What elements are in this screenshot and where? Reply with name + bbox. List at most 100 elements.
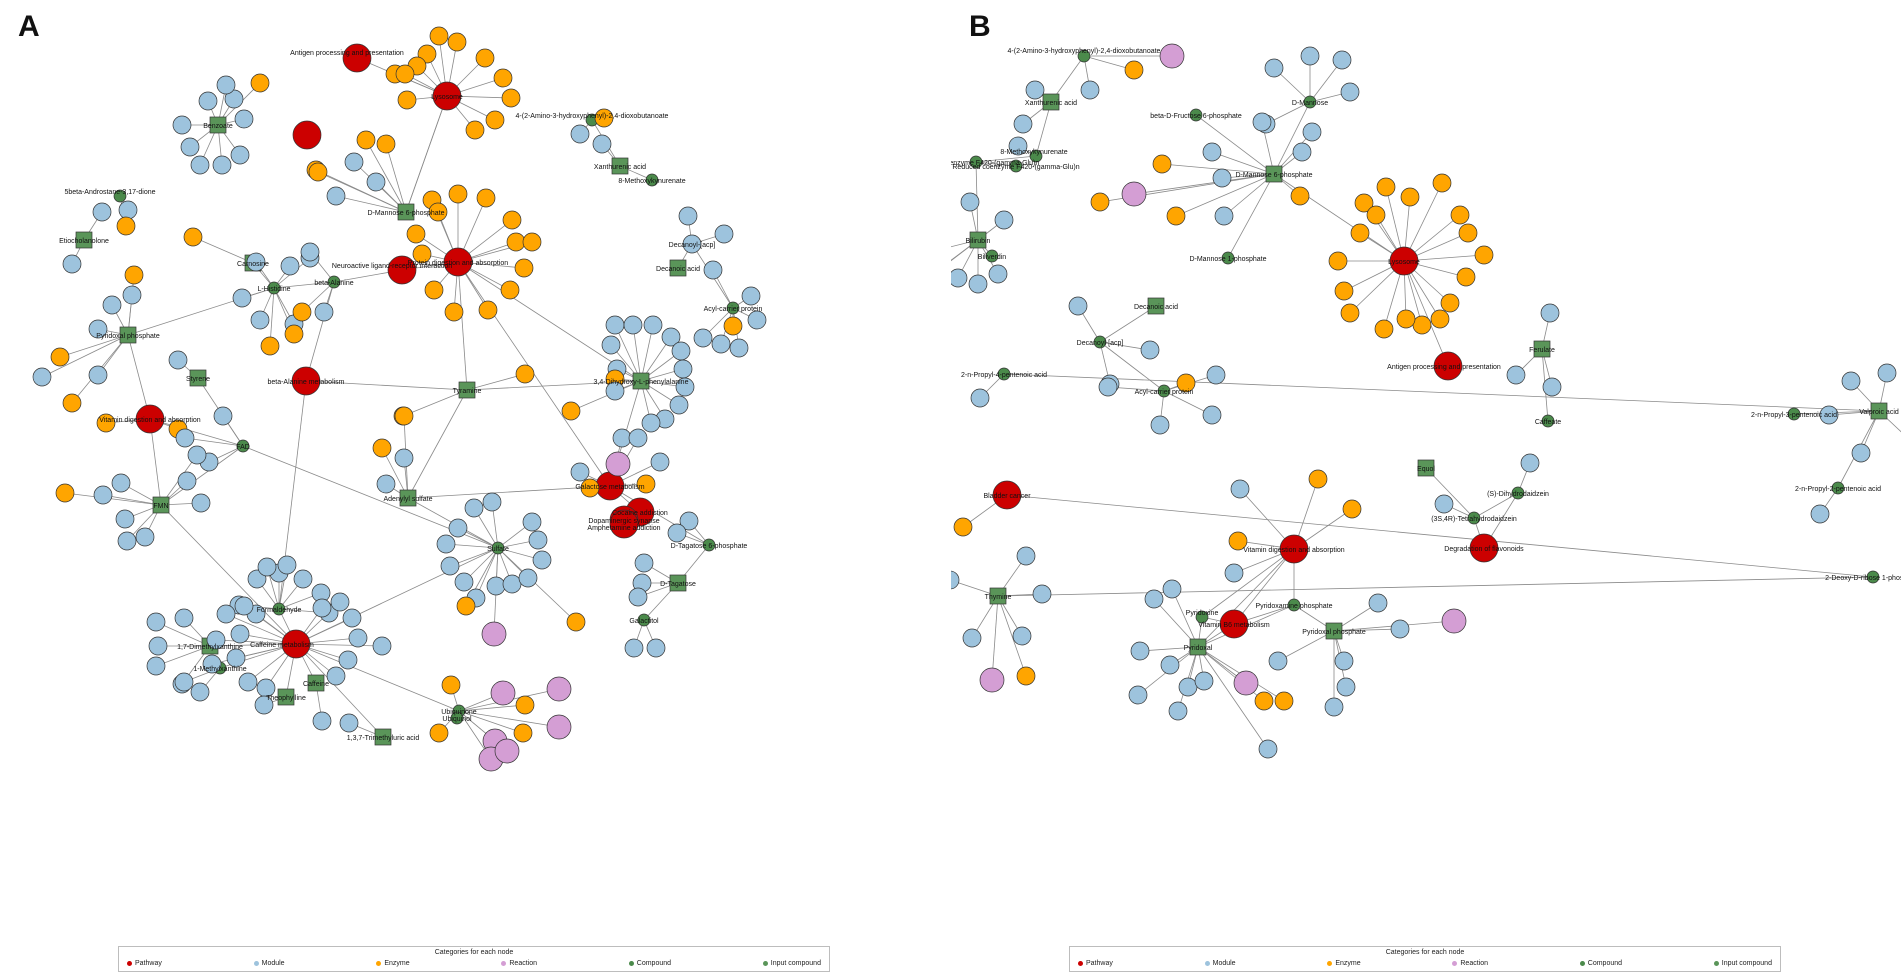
network-edge — [64, 492, 162, 506]
nodes — [951, 43, 1897, 759]
module-node — [1206, 365, 1226, 385]
enzyme-node — [284, 324, 304, 344]
enzyme-node — [506, 232, 526, 252]
module-node — [682, 234, 702, 254]
enzyme-node — [1308, 469, 1328, 489]
node-label: Xanthurenic acid — [1025, 100, 1077, 107]
input-compound-node — [1265, 165, 1283, 183]
module-node — [1434, 494, 1454, 514]
module-node — [202, 654, 222, 674]
network-edge — [1227, 173, 1275, 259]
enzyme-node — [260, 336, 280, 356]
network-edge — [1099, 305, 1157, 343]
node-label: Acyl-carrier protein — [1135, 389, 1194, 396]
enzyme-node — [475, 48, 495, 68]
legend-item-enzyme: Enzyme — [376, 960, 410, 967]
network-edge — [632, 324, 642, 382]
network-edge — [160, 504, 297, 645]
network-edge — [1035, 101, 1052, 157]
module-node — [1368, 593, 1388, 613]
module-node — [216, 604, 236, 624]
node-label: Carnosine — [237, 261, 269, 268]
network-edge — [1233, 548, 1295, 625]
enzyme-node — [502, 210, 522, 230]
node-label: 2-n-Propyl-2-pentenoic acid — [1795, 486, 1881, 493]
legend-swatch — [1452, 961, 1458, 966]
enzyme-node — [1400, 187, 1420, 207]
module-node — [216, 75, 236, 95]
network-edge — [458, 704, 526, 712]
module-node — [634, 553, 654, 573]
input-compound-node — [277, 688, 295, 706]
enzyme-node — [1374, 319, 1394, 339]
compound-node — [1787, 407, 1801, 421]
node-label: Equol — [1417, 466, 1435, 473]
input-compound-node — [119, 326, 137, 344]
enzyme-node — [561, 401, 581, 421]
legend-swatch — [376, 961, 382, 966]
panel-a-legend: Categories for each node Pathway Module … — [118, 946, 830, 972]
node-label: Vitamin digestion and absorption — [99, 417, 201, 424]
module-node — [1230, 479, 1250, 499]
network-edge — [975, 161, 1017, 167]
module-node — [118, 200, 138, 220]
module-node — [570, 462, 590, 482]
compound-node — [450, 711, 464, 725]
module-node — [1128, 685, 1148, 705]
network-edge — [127, 287, 275, 336]
network-edge — [269, 287, 275, 347]
module-node — [1268, 651, 1288, 671]
enzyme-node — [395, 64, 415, 84]
module-node — [348, 628, 368, 648]
node-label: Thymine — [985, 594, 1012, 601]
module-node — [970, 388, 990, 408]
enzyme-node — [1440, 293, 1460, 313]
compound-node — [1511, 486, 1525, 500]
compound-node — [267, 281, 281, 295]
module-node — [342, 608, 362, 628]
module-node — [376, 474, 396, 494]
compound-node — [1287, 598, 1301, 612]
module-node — [628, 428, 648, 448]
module-node — [679, 511, 699, 531]
input-compound-node — [1042, 93, 1060, 111]
enzyme-node — [429, 26, 449, 46]
module-node — [206, 630, 226, 650]
module-node — [1324, 697, 1344, 717]
module-node — [1258, 739, 1278, 759]
module-node — [372, 636, 392, 656]
panel-b-legend: Categories for each node Pathway Module … — [1069, 946, 1781, 972]
network-edge — [458, 710, 524, 734]
compound-node — [1009, 159, 1023, 173]
node-label: Caffeine — [303, 681, 329, 688]
compound-node — [985, 249, 999, 263]
node-label: D-Mannose — [1292, 100, 1328, 107]
enzyme-node — [1342, 499, 1362, 519]
input-compound-node — [1189, 638, 1207, 656]
module-node — [32, 367, 52, 387]
module-node — [1202, 405, 1222, 425]
input-compound-node — [397, 203, 415, 221]
compound-node — [637, 613, 651, 627]
legend-swatch — [1713, 961, 1719, 966]
module-node — [146, 656, 166, 676]
pathway-node — [1433, 351, 1463, 381]
network-edge — [1197, 646, 1269, 750]
module-node — [174, 608, 194, 628]
module-node — [230, 624, 250, 644]
compound-node — [491, 541, 505, 555]
compound-node — [1541, 414, 1555, 428]
compound-node — [1195, 610, 1209, 624]
module-node — [1202, 142, 1222, 162]
module-node — [714, 224, 734, 244]
input-compound-node — [1533, 340, 1551, 358]
network-edge — [305, 380, 468, 391]
module-node — [711, 334, 731, 354]
node-label: Ubiquinol — [442, 716, 472, 723]
pathway-node — [992, 480, 1022, 510]
network-edge — [1175, 173, 1275, 217]
network-edge — [273, 281, 335, 289]
module-node — [1168, 701, 1188, 721]
pathway-node — [1219, 609, 1249, 639]
node-label: Caffeine metabolism — [250, 642, 314, 649]
